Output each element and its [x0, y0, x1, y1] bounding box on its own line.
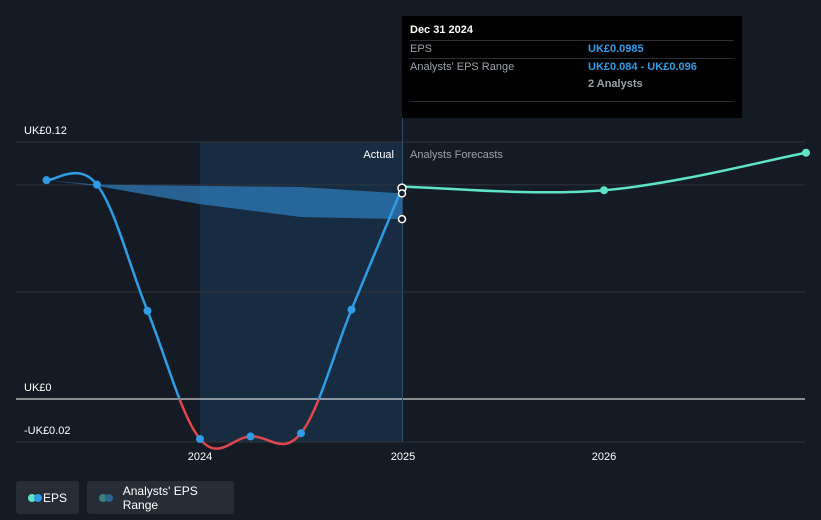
forecast-point-2 [802, 148, 810, 157]
range-legend-icon [99, 493, 115, 502]
gridlines [16, 141, 805, 443]
tooltip-range-row: Analysts' EPS Range UK£0.084 - UK£0.096 [410, 58, 734, 76]
forecast-point-1 [600, 186, 608, 195]
eps-point-2 [143, 306, 152, 315]
range-marker-1 [397, 214, 407, 224]
tooltip-analysts-row: 2 Analysts [410, 76, 734, 93]
range-marker-0 [397, 189, 407, 198]
eps-legend-icon [28, 493, 42, 502]
x-tick-2025: 2025 [391, 451, 415, 463]
tooltip-divider [410, 101, 734, 102]
x-tick-2026: 2026 [592, 451, 616, 463]
eps-point-5 [297, 429, 305, 438]
tooltip-analysts: 2 Analysts [588, 78, 643, 90]
y-label-top: UK£0.12 [24, 125, 67, 137]
legend-range-button[interactable]: Analysts' EPS Range [87, 481, 234, 514]
tooltip-range-label: Analysts' EPS Range [410, 61, 515, 73]
eps-point-4 [246, 432, 255, 441]
eps-line-negative [178, 399, 321, 450]
legend-eps-button[interactable]: EPS [16, 481, 79, 514]
tooltip-range-value: UK£0.084 - UK£0.096 [588, 61, 697, 73]
eps-point-0 [42, 176, 51, 185]
tooltip-eps-row: EPS UK£0.0985 [410, 40, 734, 58]
points-layer [42, 148, 810, 443]
eps-point-1 [92, 180, 101, 189]
tooltip-date: Dec 31 2024 [410, 24, 473, 36]
forecast-label: Analysts Forecasts [410, 149, 503, 161]
legend-range-label: Analysts' EPS Range [122, 483, 198, 512]
legend-eps-label: EPS [42, 490, 67, 505]
eps-point-3 [196, 435, 204, 443]
y-label-zero: UK£0 [24, 382, 52, 394]
tooltip-eps-label: EPS [410, 43, 433, 55]
x-tick-2024: 2024 [188, 451, 212, 463]
y-label-bottom: -UK£0.02 [24, 425, 70, 437]
eps-range-band [46, 180, 402, 220]
actual-label: Actual [363, 149, 394, 161]
eps-point-6 [347, 305, 356, 314]
tooltip-eps-value: UK£0.0985 [588, 43, 644, 55]
tooltip: Dec 31 2024 EPS UK£0.0985 Analysts' EPS … [402, 16, 742, 118]
